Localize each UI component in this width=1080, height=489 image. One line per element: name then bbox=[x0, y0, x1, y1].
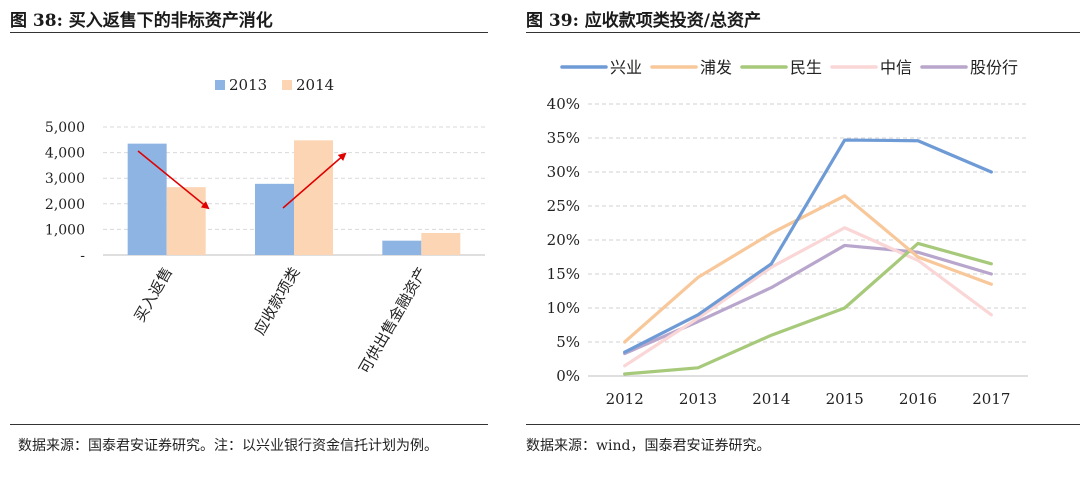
x-tick-label: 2015 bbox=[826, 390, 864, 408]
x-category-label-group: 应收款项类 bbox=[250, 264, 303, 338]
y-tick-label: 15% bbox=[547, 265, 580, 283]
y-tick-label: 35% bbox=[547, 129, 580, 147]
y-tick-label: 1,000 bbox=[45, 222, 85, 238]
series-line-股份行 bbox=[623, 243, 993, 356]
series-line-浦发 bbox=[623, 194, 993, 344]
legend-label-2013: 2013 bbox=[229, 76, 267, 94]
y-tick-label: 30% bbox=[547, 163, 580, 181]
figure-38-title: 图 38: 买入返售下的非标资产消化 bbox=[10, 11, 273, 31]
x-category-label: 应收款项类 bbox=[250, 264, 303, 338]
y-tick-label: - bbox=[80, 248, 85, 264]
legend-label-股份行: 股份行 bbox=[970, 58, 1018, 77]
legend-label-中信: 中信 bbox=[880, 58, 912, 77]
bar-2013 bbox=[255, 183, 294, 255]
series-line-中信 bbox=[623, 226, 993, 368]
bar-2014 bbox=[421, 232, 461, 255]
bar-2013 bbox=[127, 143, 167, 255]
y-tick-label: 5% bbox=[556, 333, 580, 351]
figure-39-source: 数据来源：wind，国泰君安证券研究。 bbox=[526, 438, 771, 454]
bar-chart: 5,000 4,000 3,000 2,000 1,000 - 买入返售 应收款项类 可供出售金… bbox=[45, 76, 485, 377]
source-rule bbox=[526, 424, 1080, 425]
y-tick-label: 20% bbox=[547, 231, 580, 249]
line-chart: 40% 35% 30% 25% 20% 15% 10% 5% 0% 2012 2013 2014 201… bbox=[547, 58, 1028, 408]
bar-2014 bbox=[166, 187, 206, 255]
figure-38-source: 数据来源：国泰君安证券研究。注：以兴业银行资金信托计划为例。 bbox=[18, 438, 438, 454]
x-category-label: 可供出售金融资产 bbox=[355, 264, 431, 377]
legend-label-兴业: 兴业 bbox=[610, 58, 642, 77]
series-line-民生 bbox=[623, 241, 993, 376]
y-tick-label: 25% bbox=[547, 197, 580, 215]
figure-38-panel: 图 38: 买入返售下的非标资产消化 5,000 4,000 3,000 2,000 1… bbox=[0, 0, 500, 489]
decline-arrow bbox=[137, 150, 210, 210]
x-tick-label: 2014 bbox=[752, 390, 790, 408]
legend-label-浦发: 浦发 bbox=[700, 58, 732, 77]
bar-2014 bbox=[294, 140, 333, 255]
legend-swatch-2013 bbox=[215, 80, 225, 90]
title-rule bbox=[526, 32, 1080, 33]
y-tick-label: 5,000 bbox=[45, 120, 85, 136]
x-category-label-group: 买入返售 bbox=[131, 264, 177, 325]
series-line-兴业 bbox=[623, 138, 993, 354]
x-tick-label: 2013 bbox=[679, 390, 717, 408]
x-tick-label: 2016 bbox=[899, 390, 937, 408]
x-category-label-group: 可供出售金融资产 bbox=[355, 264, 431, 377]
x-tick-label: 2012 bbox=[606, 390, 644, 408]
y-tick-label: 4,000 bbox=[45, 146, 85, 162]
bar-2013 bbox=[382, 240, 422, 255]
legend-swatch-2014 bbox=[282, 80, 292, 90]
y-tick-label: 0% bbox=[556, 367, 580, 385]
legend-label-2014: 2014 bbox=[296, 76, 334, 94]
x-tick-label: 2017 bbox=[972, 390, 1010, 408]
figure-39-panel: 图 39: 应收款项类投资/总资产 40% 35% 30% 25% 20% 15% 10% 5… bbox=[520, 0, 1080, 489]
y-tick-label: 3,000 bbox=[45, 171, 85, 187]
legend-label-民生: 民生 bbox=[790, 58, 822, 77]
x-category-label: 买入返售 bbox=[131, 264, 177, 325]
source-rule bbox=[10, 424, 488, 425]
title-rule bbox=[10, 32, 488, 33]
figure-39-title: 图 39: 应收款项类投资/总资产 bbox=[526, 11, 761, 31]
y-tick-label: 10% bbox=[547, 299, 580, 317]
y-tick-label: 2,000 bbox=[45, 197, 85, 213]
increase-arrow bbox=[282, 152, 347, 209]
y-tick-label: 40% bbox=[547, 95, 580, 113]
